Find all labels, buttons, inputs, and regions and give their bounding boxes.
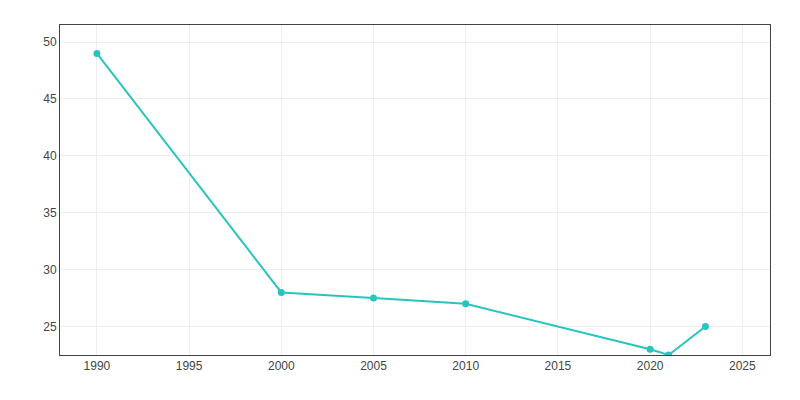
svg-text:30: 30 <box>43 263 57 277</box>
svg-text:2020: 2020 <box>637 359 664 373</box>
svg-text:2015: 2015 <box>545 359 572 373</box>
svg-text:35: 35 <box>43 206 57 220</box>
svg-text:1990: 1990 <box>84 359 111 373</box>
svg-text:1995: 1995 <box>176 359 203 373</box>
svg-text:25: 25 <box>43 320 57 334</box>
svg-text:2025: 2025 <box>729 359 756 373</box>
svg-text:45: 45 <box>43 92 57 106</box>
svg-text:40: 40 <box>43 149 57 163</box>
svg-text:2010: 2010 <box>452 359 479 373</box>
svg-text:50: 50 <box>43 35 57 49</box>
svg-text:2000: 2000 <box>268 359 295 373</box>
svg-text:2005: 2005 <box>360 359 387 373</box>
